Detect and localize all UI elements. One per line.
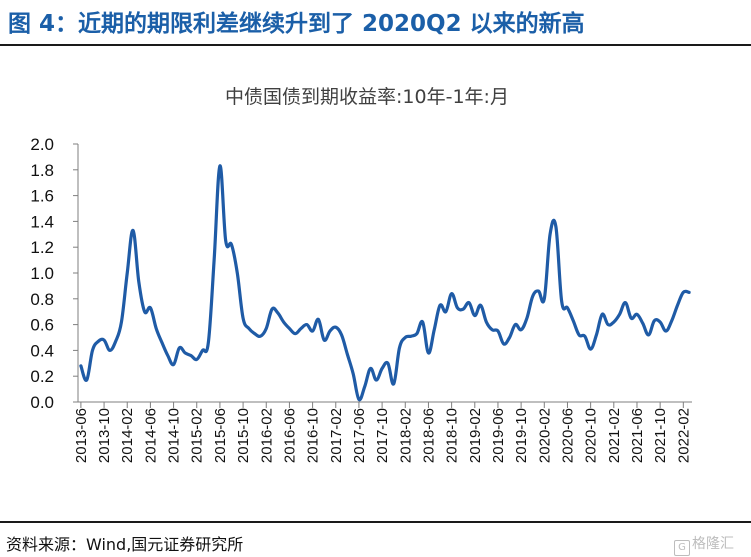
- x-tick-label: 2019-02: [467, 408, 484, 463]
- source-note: 资料来源：Wind,国元证券研究所: [6, 535, 244, 554]
- x-tick-label: 2014-02: [119, 408, 136, 463]
- x-tick-label: 2017-10: [374, 408, 391, 463]
- x-tick-label: 2013-10: [96, 408, 113, 463]
- line-chart: 中债国债到期收益率:10年-1年:月 0.0 0.2 0.4 0.6 0.8 1.0 1.2…: [30, 86, 692, 463]
- y-tick-label: 2.0: [30, 135, 54, 154]
- top-divider: [0, 44, 751, 46]
- x-axis: 2013-06 2013-10 2014-02 2014-06 2014-10 2015-…: [73, 401, 692, 463]
- x-tick-label: 2020-06: [559, 408, 576, 463]
- watermark: G 格隆汇: [674, 533, 734, 556]
- y-tick-label: 1.2: [30, 238, 54, 257]
- x-tick-label: 2018-02: [397, 408, 414, 463]
- y-tick-label: 1.0: [30, 264, 54, 283]
- series-group: [79, 164, 691, 402]
- y-tick-label: 0.2: [30, 367, 54, 386]
- y-tick-label: 1.6: [30, 187, 54, 206]
- x-tick-label: 2015-06: [212, 408, 229, 463]
- x-tick-label: 2020-02: [536, 408, 553, 463]
- bottom-divider: [0, 521, 751, 523]
- y-tick-label: 1.8: [30, 161, 54, 180]
- y-tick-label: 0.4: [30, 341, 54, 360]
- x-tick-label: 2021-10: [652, 408, 669, 463]
- x-tick-label: 2015-10: [235, 408, 252, 463]
- x-tick-label: 2017-06: [351, 408, 368, 463]
- x-tick-label: 2016-06: [281, 408, 298, 463]
- y-tick-label: 1.4: [30, 212, 54, 231]
- figure-title: 图 4：近期的期限利差继续升到了 2020Q2 以来的新高: [8, 11, 585, 37]
- y-tick-label: 0.8: [30, 290, 54, 309]
- x-tick-label: 2016-10: [305, 408, 322, 463]
- chart-title: 中债国债到期收益率:10年-1年:月: [225, 86, 509, 108]
- y-axis: 0.0 0.2 0.4 0.6 0.8 1.0 1.2 1.4 1.6 1.8 2.0: [30, 135, 79, 412]
- y-tick-label: 0.6: [30, 316, 54, 335]
- x-tick-label: 2022-02: [675, 408, 692, 463]
- x-tick-label: 2014-10: [166, 408, 183, 463]
- x-tick-label: 2013-06: [73, 408, 90, 463]
- series-line: [79, 164, 691, 402]
- x-tick-label: 2017-02: [328, 408, 345, 463]
- y-tick-label: 0.0: [30, 393, 54, 412]
- x-tick-label: 2021-02: [606, 408, 623, 463]
- x-tick-label: 2014-06: [142, 408, 159, 463]
- x-tick-label: 2019-06: [490, 408, 507, 463]
- x-tick-label: 2019-10: [513, 408, 530, 463]
- watermark-logo-icon: G: [674, 540, 690, 556]
- watermark-text: 格隆汇: [692, 536, 734, 552]
- x-tick-label: 2015-02: [189, 408, 206, 463]
- x-tick-label: 2021-06: [629, 408, 646, 463]
- x-tick-label: 2018-06: [420, 408, 437, 463]
- x-tick-label: 2016-02: [258, 408, 275, 463]
- x-tick-label: 2020-10: [583, 408, 600, 463]
- x-tick-label: 2018-10: [444, 408, 461, 463]
